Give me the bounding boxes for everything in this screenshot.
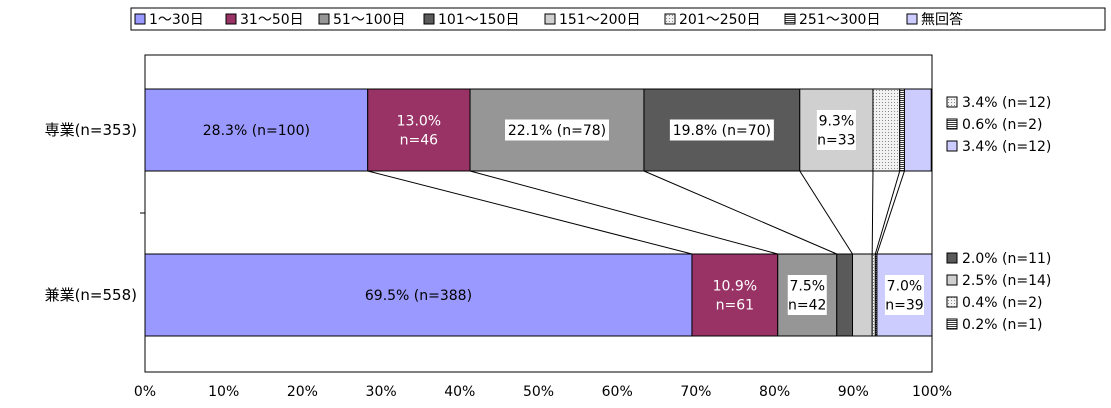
- legend-label: 51〜100日: [333, 12, 406, 28]
- data-label-line: n=61: [716, 298, 754, 314]
- series-connector: [367, 170, 693, 255]
- category-label: 兼業(n=558): [45, 286, 137, 304]
- data-label: 2.0% (n=11): [962, 251, 1051, 267]
- x-tick-label: 50%: [523, 384, 554, 400]
- x-tick-label: 20%: [287, 384, 318, 400]
- data-label: 0.2% (n=1): [962, 317, 1042, 333]
- x-tick-label: 100%: [912, 384, 952, 400]
- axes: 専業(n=353) 兼業(n=558) 0% 10% 20% 30% 40% 50% 60% 70…: [45, 121, 952, 400]
- x-tick-label: 40%: [444, 384, 475, 400]
- bar-segment: [899, 88, 905, 172]
- legend-swatch: [784, 13, 796, 25]
- data-label-line: 19.8% (n=70): [673, 123, 771, 139]
- legend-box: [130, 7, 1106, 31]
- data-label-line: 28.3% (n=100): [203, 123, 310, 139]
- legend-label: 201〜250日: [679, 12, 760, 28]
- data-label: 19.8% (n=70): [673, 123, 771, 139]
- x-tick-label: 90%: [838, 384, 869, 400]
- x-tick-label: 10%: [208, 384, 239, 400]
- legend-label: 1〜30日: [149, 12, 204, 28]
- bar-segment: [852, 253, 873, 337]
- category-label: 専業(n=353): [45, 121, 137, 139]
- data-label-line: n=46: [400, 133, 439, 149]
- data-label-swatch: [946, 274, 958, 286]
- legend-label: 151〜200日: [559, 12, 640, 28]
- data-label-line: 7.0%: [887, 279, 923, 295]
- legend-label: 101〜150日: [438, 12, 519, 28]
- legend-label: 31〜50日: [240, 12, 304, 28]
- data-label: 22.1% (n=78): [508, 123, 606, 139]
- data-label: 10.9% n=61: [713, 279, 757, 314]
- series-connector: [874, 170, 901, 255]
- data-label-line: 7.5%: [789, 279, 825, 295]
- data-label: 7.0% n=39: [885, 279, 923, 314]
- data-label: 69.5% (n=388): [365, 288, 472, 304]
- x-tick-label: 60%: [602, 384, 633, 400]
- data-label-box: [787, 275, 827, 315]
- connector-lines: [367, 170, 905, 255]
- data-label: 3.4% (n=12): [962, 95, 1051, 111]
- data-label: 0.6% (n=2): [962, 117, 1042, 133]
- x-tick-label: 80%: [759, 384, 790, 400]
- data-label-line: n=33: [817, 133, 855, 149]
- legend-label: 251〜300日: [799, 12, 880, 28]
- bar-segment: [836, 253, 854, 337]
- legend-label: 無回答: [921, 11, 963, 28]
- bar-segment: [872, 88, 901, 172]
- data-label-swatch: [946, 96, 958, 108]
- data-label-swatch: [946, 140, 958, 152]
- data-label: 7.5% n=42: [788, 279, 826, 314]
- data-label-line: 22.1% (n=78): [508, 123, 606, 139]
- legend-swatch: [318, 13, 330, 25]
- data-label-box: [669, 119, 774, 141]
- series-connector: [876, 170, 905, 255]
- data-label-box: [884, 275, 924, 315]
- data-label-box: [504, 119, 609, 141]
- legend-swatch: [134, 13, 146, 25]
- x-tick-label: 30%: [366, 384, 397, 400]
- data-label-swatch: [946, 296, 958, 308]
- series-connector: [469, 170, 778, 255]
- legend: 1〜30日 31〜50日 51〜100日 101〜150日 151〜200日 201〜25…: [130, 7, 1106, 31]
- bar-segment: [144, 253, 693, 337]
- data-label: 3.4% (n=12): [962, 139, 1051, 155]
- data-label: 2.5% (n=14): [962, 273, 1051, 289]
- legend-swatch: [906, 13, 918, 25]
- series-connector: [871, 170, 874, 255]
- bar-segment: [367, 88, 471, 172]
- data-label: 0.4% (n=2): [962, 295, 1042, 311]
- data-label: 28.3% (n=100): [203, 123, 310, 139]
- data-label-line: 9.3%: [819, 114, 855, 130]
- series-connector: [643, 170, 837, 255]
- data-label: 13.0% n=46: [397, 114, 441, 149]
- data-label-line: n=39: [885, 298, 923, 314]
- bar-segment: [903, 88, 932, 172]
- legend-swatch: [423, 13, 435, 25]
- data-label-line: 13.0%: [397, 114, 441, 130]
- series-connector: [799, 170, 853, 255]
- data-label-line: 69.5% (n=388): [365, 288, 472, 304]
- data-label-line: 10.9%: [713, 279, 757, 295]
- data-label-swatch: [946, 252, 958, 264]
- legend-swatch: [544, 13, 556, 25]
- data-labels: 28.3% (n=100) 13.0% n=46 22.1% (n=78) 19.8% …: [203, 95, 1052, 333]
- bar-segment: [691, 253, 779, 337]
- data-label-swatch: [946, 118, 958, 130]
- data-label-box: [816, 110, 856, 150]
- legend-swatch: [225, 13, 237, 25]
- legend-swatch: [664, 13, 676, 25]
- x-tick-label: 0%: [134, 384, 156, 400]
- data-label-line: n=42: [788, 298, 826, 314]
- x-tick-label: 70%: [680, 384, 711, 400]
- bar-segment: [144, 88, 369, 172]
- data-label-swatch: [946, 318, 958, 330]
- data-label: 9.3% n=33: [817, 114, 855, 149]
